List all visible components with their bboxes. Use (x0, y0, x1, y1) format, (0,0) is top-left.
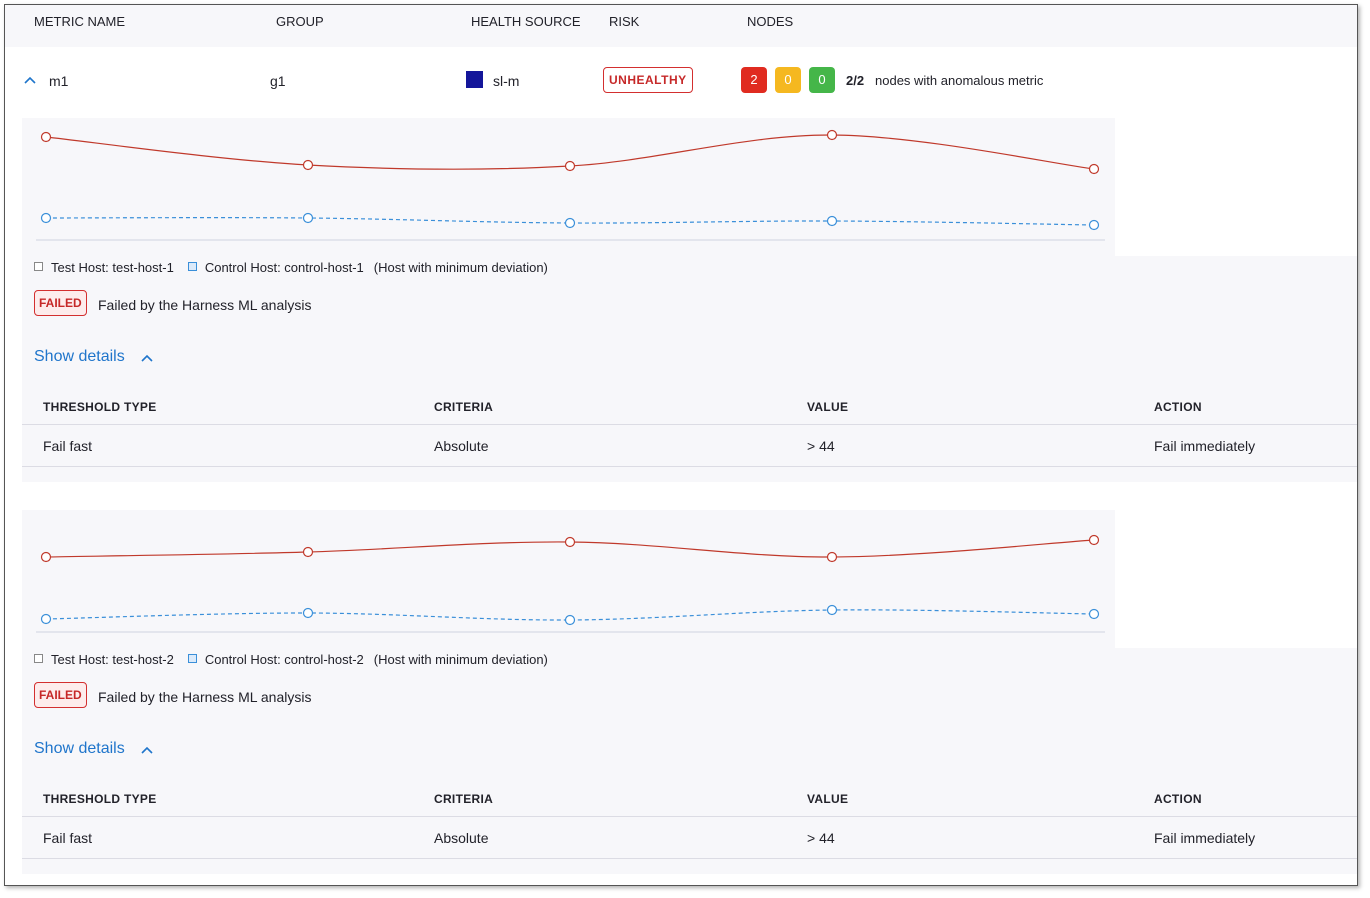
collapse-icon[interactable] (23, 75, 37, 85)
data-point (40, 551, 52, 563)
chevron-path (141, 746, 153, 754)
legend: Test Host: test-host-1 Control Host: cont… (34, 260, 548, 275)
data-point (302, 159, 314, 171)
show-details[interactable]: Show details (34, 740, 125, 757)
data-point (40, 212, 52, 224)
legend-label: Control Host: control-host-2 (204, 652, 364, 667)
table-separator (22, 858, 1357, 859)
threshold-header: ACTION (1154, 400, 1202, 414)
data-point (302, 607, 314, 619)
series-line (45, 217, 1095, 226)
health-source: sl-m (493, 73, 520, 89)
show-details[interactable]: Show details (34, 348, 125, 365)
chevron-up[interactable] (140, 745, 154, 755)
column-header: NODES (747, 14, 794, 29)
nodes-summary-text: nodes with anomalous metric (875, 73, 1044, 88)
legend-swatch (34, 654, 43, 663)
threshold-header: VALUE (807, 400, 849, 414)
status-badge: FAILED (34, 682, 87, 708)
threshold-cell: Absolute (434, 830, 489, 846)
data-point (302, 212, 314, 224)
legend-item: Test Host: test-host-1 (34, 260, 174, 275)
chart (36, 129, 1105, 241)
legend-swatch (34, 262, 43, 271)
threshold-cell: Fail fast (43, 830, 93, 846)
data-point (826, 215, 838, 227)
column-header: HEALTH SOURCE (471, 14, 581, 29)
legend-item: Control Host: control-host-1 (187, 260, 364, 275)
status-badge: FAILED (34, 290, 87, 316)
data-point (1088, 608, 1100, 620)
series-line (45, 609, 1095, 621)
chart-blank (1115, 510, 1357, 648)
table-separator (22, 424, 1357, 425)
metric-name: m1 (49, 73, 69, 89)
threshold-cell: Fail immediately (1154, 438, 1256, 454)
legend-swatch (187, 654, 197, 663)
status-text: Failed by the Harness ML analysis (98, 689, 312, 705)
legend-note: (Host with minimum deviation) (373, 260, 548, 275)
table-separator (22, 816, 1357, 817)
threshold-cell: Absolute (434, 438, 489, 454)
legend-label: Test Host: test-host-2 (51, 652, 174, 667)
data-point (1088, 534, 1100, 546)
table-header: METRIC NAME GROUP HEALTH SOURCE RISK NOD… (5, 5, 1357, 47)
data-point (40, 613, 52, 625)
source-icon (466, 71, 483, 88)
chevron-path (141, 354, 153, 362)
data-point (564, 614, 576, 626)
legend-note: (Host with minimum deviation) (373, 652, 548, 667)
legend-label: Control Host: control-host-1 (204, 260, 364, 275)
threshold-cell: Fail fast (43, 438, 93, 454)
data-point (40, 131, 52, 143)
threshold-header: ACTION (1154, 792, 1202, 806)
table-separator (22, 466, 1357, 467)
threshold-cell: > 44 (807, 830, 835, 846)
threshold-header: THRESHOLD TYPE (43, 792, 157, 806)
metric-view: METRIC NAME GROUP HEALTH SOURCE RISK NOD… (4, 4, 1358, 886)
data-point (564, 160, 576, 172)
legend-swatch (187, 262, 197, 271)
host-panel: Test Host: test-host-2 Control Host: cont… (22, 510, 1357, 874)
node-count: 0 (775, 67, 801, 93)
nodes-summary-count: 2/2 (846, 73, 865, 88)
data-point (302, 546, 314, 558)
group: g1 (270, 73, 286, 89)
column-header: GROUP (276, 14, 324, 29)
data-point (826, 129, 838, 141)
data-point (826, 551, 838, 563)
column-header: RISK (609, 14, 640, 29)
threshold-header: THRESHOLD TYPE (43, 400, 157, 414)
chart (36, 534, 1105, 633)
status-text: Failed by the Harness ML analysis (98, 297, 312, 313)
host-panel: Test Host: test-host-1 Control Host: cont… (22, 118, 1357, 482)
risk-badge: UNHEALTHY (603, 67, 693, 93)
legend-item: Test Host: test-host-2 (34, 652, 174, 667)
threshold-cell: > 44 (807, 438, 835, 454)
node-count: 2 (741, 67, 767, 93)
node-count: 0 (809, 67, 835, 93)
legend-label: Test Host: test-host-1 (51, 260, 174, 275)
threshold-header: VALUE (807, 792, 849, 806)
threshold-header: CRITERIA (434, 792, 494, 806)
threshold-cell: Fail immediately (1154, 830, 1256, 846)
legend: Test Host: test-host-2 Control Host: cont… (34, 652, 548, 667)
data-point (564, 536, 576, 548)
chevron-up[interactable] (140, 353, 154, 363)
data-point (1088, 163, 1100, 175)
threshold-header: CRITERIA (434, 400, 494, 414)
chart-blank (1115, 118, 1357, 256)
data-point (564, 217, 576, 229)
legend-item: Control Host: control-host-2 (187, 652, 364, 667)
column-header: METRIC NAME (34, 14, 125, 29)
data-point (826, 604, 838, 616)
data-point (1088, 219, 1100, 231)
